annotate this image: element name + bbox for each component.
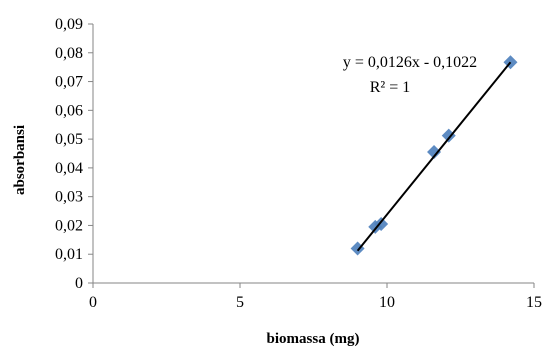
x-tick-label: 0 — [89, 294, 97, 311]
y-tick-label: 0,01 — [55, 246, 83, 263]
trendline-equation: y = 0,0126x - 0,1022 — [343, 54, 477, 71]
x-tick-label: 10 — [379, 294, 395, 311]
y-tick-label: 0,03 — [55, 189, 83, 206]
y-tick-label: 0,02 — [55, 217, 83, 234]
y-tick-label: 0,08 — [55, 45, 83, 62]
y-tick-label: 0,04 — [55, 160, 83, 177]
y-tick-label: 0,09 — [55, 16, 83, 33]
y-tick-label: 0,06 — [55, 102, 83, 119]
trendline-r-squared: R² = 1 — [370, 79, 411, 96]
y-tick-label: 0 — [75, 275, 83, 292]
trendline-layer — [356, 61, 512, 252]
data-point-marker — [427, 145, 442, 160]
y-axis-ticks: 0 0,01 0,02 0,03 0,04 0,05 0,06 0,07 0,08 0,09 — [55, 16, 93, 292]
y-tick-label: 0,05 — [55, 131, 83, 148]
x-axis-ticks: 0 5 10 15 — [89, 283, 542, 311]
x-tick-label: 15 — [526, 294, 542, 311]
data-point-marker — [441, 128, 456, 143]
y-axis-title: absorbansi — [12, 125, 28, 195]
x-tick-label: 5 — [236, 294, 244, 311]
x-axis-title: biomassa (mg) — [267, 331, 360, 347]
y-tick-label: 0,07 — [55, 74, 83, 91]
trendline — [356, 61, 512, 252]
